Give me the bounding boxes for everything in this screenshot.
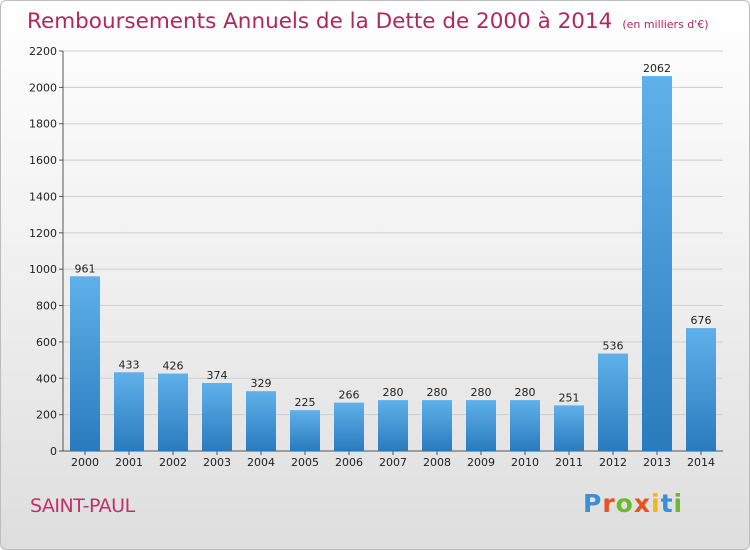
y-tick-label: 1400 [29,190,57,203]
y-tick-label: 1000 [29,263,57,276]
y-tick-label: 1800 [29,118,57,131]
logo-letter: r [602,489,616,518]
data-label: 280 [471,386,492,399]
bar [598,353,628,451]
x-tick-label: 2013 [643,456,671,469]
data-label: 329 [251,377,272,390]
x-tick-label: 2002 [159,456,187,469]
data-label: 433 [119,358,140,371]
bar [114,372,144,451]
data-label: 374 [207,369,228,382]
x-tick-label: 2010 [511,456,539,469]
y-tick-label: 0 [50,445,57,458]
x-tick-label: 2006 [335,456,363,469]
logo-letter: x [633,489,651,518]
data-label: 676 [691,314,712,327]
data-label: 536 [603,340,624,353]
bar [686,328,716,451]
data-label: 961 [75,262,96,275]
labels: 2000 961 2001 433 2002 426 2003 374 2004 329 2005 2… [71,62,715,469]
logo-letter: i [651,489,661,518]
bar [466,400,496,451]
y-tick-label: 600 [36,336,57,349]
logo-letter: i [673,489,684,518]
y-tick-label: 1200 [29,227,57,240]
x-tick-label: 2011 [555,456,583,469]
place-name: SAINT-PAUL [30,495,135,517]
y-tick-label: 1600 [29,154,57,167]
x-tick-label: 2003 [203,456,231,469]
y-tick-label: 200 [36,409,57,422]
data-label: 280 [383,386,404,399]
chart-title: Remboursements Annuels de la Dette de 20… [27,9,709,34]
bar [158,373,188,451]
bar [290,410,320,451]
x-tick-label: 2009 [467,456,495,469]
bar [642,76,672,451]
x-tick-label: 2005 [291,456,319,469]
y-tick-label: 2000 [29,81,57,94]
x-tick-label: 2000 [71,456,99,469]
x-tick-label: 2014 [687,456,715,469]
bar [510,400,540,451]
proxiti-logo: Proxiti [583,489,683,518]
data-label: 225 [295,396,316,409]
data-label: 280 [427,386,448,399]
bar [202,383,232,451]
logo-letter: o [615,489,634,518]
logo-letter: P [583,489,603,518]
x-tick-label: 2007 [379,456,407,469]
x-tick-label: 2012 [599,456,627,469]
bars [70,76,716,451]
logo-letter: t [660,489,674,518]
bar [246,391,276,451]
data-label: 426 [163,360,184,373]
x-tick-label: 2001 [115,456,143,469]
bar [378,400,408,451]
bar [554,405,584,451]
x-tick-label: 2008 [423,456,451,469]
y-tick-label: 2200 [29,45,57,58]
y-tick-label: 400 [36,372,57,385]
bar [422,400,452,451]
bar [70,276,100,451]
bar [334,402,364,451]
data-label: 266 [339,389,360,402]
data-label: 251 [559,391,580,404]
data-label: 2062 [643,62,671,75]
chart-title-text: Remboursements Annuels de la Dette de 20… [27,9,613,34]
chart-unit: (en milliers d'€) [622,18,709,31]
y-tick-label: 800 [36,300,57,313]
x-tick-label: 2004 [247,456,275,469]
data-label: 280 [515,386,536,399]
